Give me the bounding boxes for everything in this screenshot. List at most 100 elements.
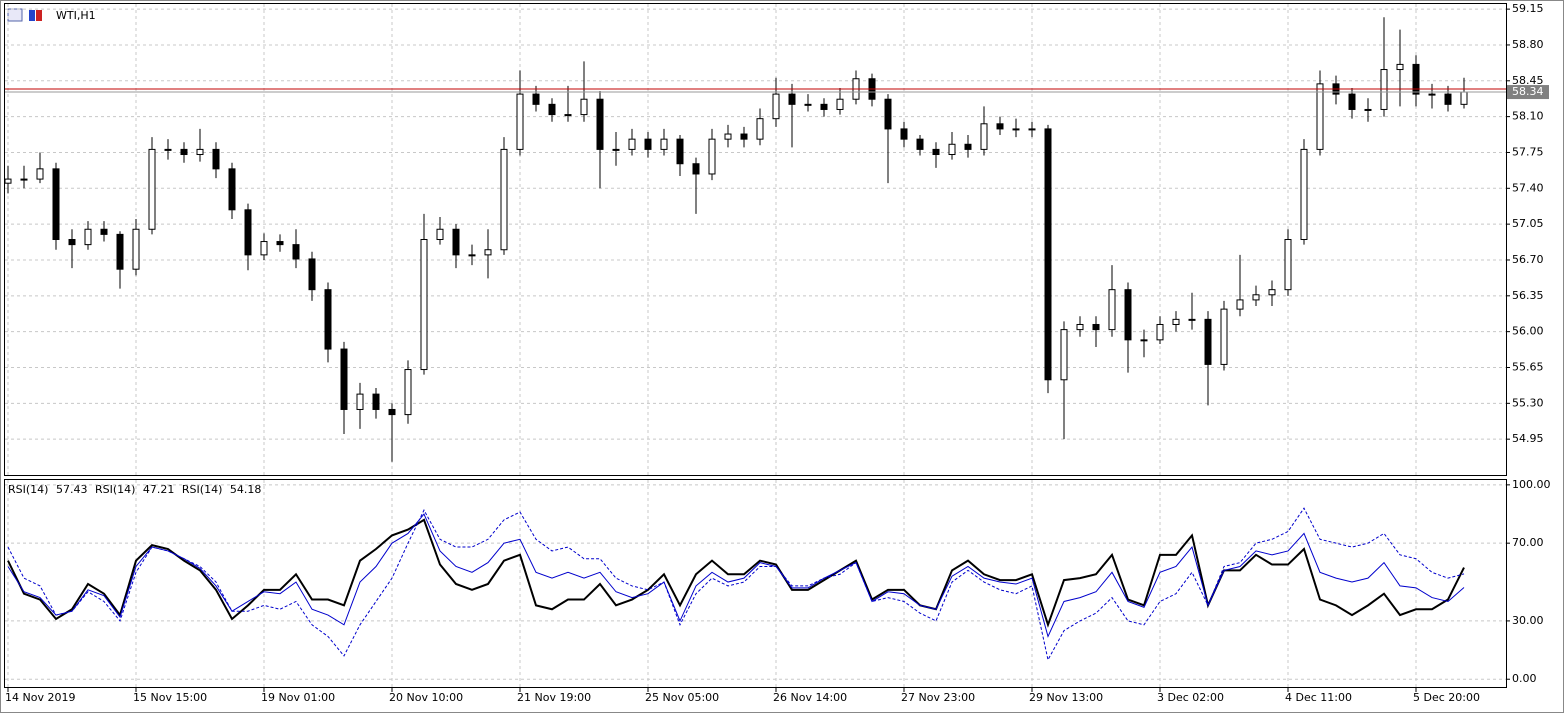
candle-body [564,114,572,117]
candle-body [1092,323,1100,331]
candle-body [436,228,444,240]
rsi-line [7,507,1465,662]
candle-body [308,258,316,291]
candle-body [1044,128,1052,381]
candle-body [1252,294,1260,301]
candle-body [356,393,364,410]
y-tick-label: 56.35 [1512,289,1544,302]
candle-body [484,249,492,256]
candle-body [1316,83,1324,150]
candle-body [500,148,508,251]
candle-body [692,163,700,175]
x-tick-label: 5 Dec 20:00 [1413,691,1480,704]
candle-body [740,133,748,140]
candle-body [516,93,524,150]
candle-body [948,143,956,156]
candle-body [420,239,428,371]
y-tick-label: 54.95 [1512,432,1544,445]
candle-body [1220,308,1228,365]
candle-body [596,98,604,150]
candle-body [116,233,124,270]
y-tick-label: 55.65 [1512,360,1544,373]
candle-body [1124,289,1132,341]
candle-body [1028,128,1036,131]
candle-body [612,148,620,151]
y-tick-label: 57.75 [1512,145,1544,158]
main-pane [4,3,1507,476]
candle-body [1108,289,1116,331]
candle-body [820,103,828,110]
candle-body [532,93,540,105]
candle-body [244,209,252,256]
y-tick-label: 58.10 [1512,110,1544,123]
candle-body [836,98,844,110]
candle-body [1236,299,1244,310]
candle-body [404,369,412,416]
candle-body [900,128,908,140]
candle-body [628,138,636,150]
x-tick-label: 26 Nov 14:00 [773,691,847,704]
candle-body [100,228,108,235]
rsi-tick-label: 100.00 [1512,478,1551,491]
candle-body [676,138,684,165]
candle-body [1412,63,1420,95]
candle-body [644,138,652,150]
candle-body [1460,91,1468,105]
candle-body [372,393,380,410]
candle-body [148,148,156,230]
rsi-tick-label: 70.00 [1512,536,1544,549]
candle-body [1188,318,1196,321]
chart-title: WTI,H1 [56,9,96,22]
icon [7,8,23,22]
candle-body [1284,239,1292,291]
candle-body [4,178,12,184]
candle-body [1140,339,1148,342]
x-tick-label: 19 Nov 01:00 [261,691,335,704]
x-tick-label: 20 Nov 10:00 [389,691,463,704]
x-tick-label: 27 Nov 23:00 [901,691,975,704]
rsi-pane [4,479,1507,688]
candle-body [964,143,972,150]
x-tick-label: 25 Nov 05:00 [645,691,719,704]
price-label-box [1507,85,1549,100]
candle-body [1076,323,1084,331]
candle-body [804,103,812,106]
series-value: 54.18 [230,483,262,496]
x-tick-label: 3 Dec 02:00 [1157,691,1224,704]
rsi-tick-label: 30.00 [1512,614,1544,627]
symbol-icons [7,8,42,22]
candle-body [1348,93,1356,110]
candle-body [36,168,44,180]
series-value: 47.21 [143,483,175,496]
candle-body [276,241,284,246]
candle-body [1156,323,1164,341]
rsi-line [7,513,1465,638]
candle-body [1172,318,1180,325]
candle-body [212,148,220,170]
x-tick-label: 4 Dec 11:00 [1285,691,1352,704]
candle-body [292,244,300,260]
marks [4,17,1506,662]
candle-body [68,239,76,246]
y-tick-label: 55.30 [1512,396,1544,409]
candle-body [724,133,732,140]
x-tick-label: 15 Nov 15:00 [133,691,207,704]
current-price-label: 58.34 [1512,85,1544,98]
candle-body [260,241,268,256]
candle-body [980,123,988,150]
candle-body [1060,329,1068,381]
rsi-tick-label: 0.00 [1512,672,1537,685]
candle-body [884,98,892,130]
candle-body [452,228,460,256]
y-tick-label: 58.80 [1512,38,1544,51]
candle-body [916,138,924,150]
candle-body [1364,108,1372,111]
candle-body [1268,289,1276,296]
candle-body [1396,63,1404,71]
rsi-header: RSI(14) 57.43 RSI(14) 47.21 RSI(14) 54.1… [8,483,261,496]
candle-body [708,138,716,175]
candle-body [164,148,172,151]
candle-body [196,148,204,156]
